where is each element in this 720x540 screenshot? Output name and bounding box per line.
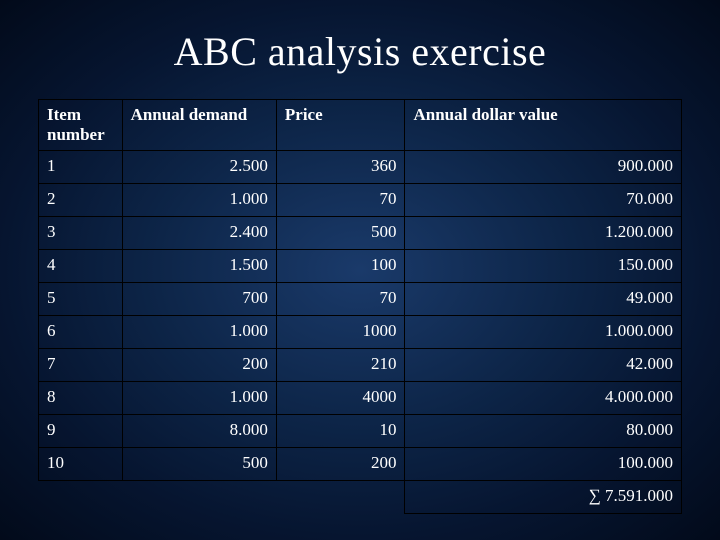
cell-price: 360 — [276, 151, 405, 184]
cell-demand: 1.000 — [122, 316, 276, 349]
cell-price: 10 — [276, 415, 405, 448]
total-value: ∑ 7.591.000 — [405, 481, 682, 514]
table-row: 10 500 200 100.000 — [39, 448, 682, 481]
empty-cell — [276, 481, 405, 514]
table-row: 2 1.000 70 70.000 — [39, 184, 682, 217]
cell-item: 9 — [39, 415, 123, 448]
cell-demand: 500 — [122, 448, 276, 481]
table-row: 3 2.400 500 1.200.000 — [39, 217, 682, 250]
slide: ABC analysis exercise Item number Annual… — [0, 0, 720, 540]
table-header-row: Item number Annual demand Price Annual d… — [39, 100, 682, 151]
cell-item: 4 — [39, 250, 123, 283]
cell-item: 7 — [39, 349, 123, 382]
cell-value: 150.000 — [405, 250, 682, 283]
cell-demand: 8.000 — [122, 415, 276, 448]
cell-value: 100.000 — [405, 448, 682, 481]
cell-item: 8 — [39, 382, 123, 415]
cell-price: 200 — [276, 448, 405, 481]
cell-demand: 200 — [122, 349, 276, 382]
cell-demand: 1.000 — [122, 382, 276, 415]
cell-value: 1.000.000 — [405, 316, 682, 349]
cell-price: 210 — [276, 349, 405, 382]
table-row: 5 700 70 49.000 — [39, 283, 682, 316]
cell-value: 49.000 — [405, 283, 682, 316]
cell-value: 42.000 — [405, 349, 682, 382]
table-row: 6 1.000 1000 1.000.000 — [39, 316, 682, 349]
cell-item: 10 — [39, 448, 123, 481]
cell-price: 4000 — [276, 382, 405, 415]
cell-item: 2 — [39, 184, 123, 217]
table-row: 1 2.500 360 900.000 — [39, 151, 682, 184]
table-row: 8 1.000 4000 4.000.000 — [39, 382, 682, 415]
cell-item: 1 — [39, 151, 123, 184]
cell-item: 6 — [39, 316, 123, 349]
page-title: ABC analysis exercise — [38, 28, 682, 75]
empty-cell — [39, 481, 123, 514]
table-row: 9 8.000 10 80.000 — [39, 415, 682, 448]
empty-cell — [122, 481, 276, 514]
cell-demand: 1.000 — [122, 184, 276, 217]
col-price: Price — [276, 100, 405, 151]
table-total-row: ∑ 7.591.000 — [39, 481, 682, 514]
table-body: 1 2.500 360 900.000 2 1.000 70 70.000 3 … — [39, 151, 682, 514]
cell-demand: 2.500 — [122, 151, 276, 184]
cell-demand: 2.400 — [122, 217, 276, 250]
cell-value: 70.000 — [405, 184, 682, 217]
cell-price: 500 — [276, 217, 405, 250]
cell-value: 4.000.000 — [405, 382, 682, 415]
col-annual-demand: Annual demand — [122, 100, 276, 151]
abc-analysis-table: Item number Annual demand Price Annual d… — [38, 99, 682, 514]
cell-price: 70 — [276, 184, 405, 217]
cell-price: 70 — [276, 283, 405, 316]
cell-item: 5 — [39, 283, 123, 316]
table-row: 4 1.500 100 150.000 — [39, 250, 682, 283]
cell-demand: 1.500 — [122, 250, 276, 283]
table-row: 7 200 210 42.000 — [39, 349, 682, 382]
cell-value: 80.000 — [405, 415, 682, 448]
cell-price: 1000 — [276, 316, 405, 349]
cell-value: 900.000 — [405, 151, 682, 184]
cell-price: 100 — [276, 250, 405, 283]
col-item-number: Item number — [39, 100, 123, 151]
cell-value: 1.200.000 — [405, 217, 682, 250]
col-annual-dollar: Annual dollar value — [405, 100, 682, 151]
cell-demand: 700 — [122, 283, 276, 316]
cell-item: 3 — [39, 217, 123, 250]
